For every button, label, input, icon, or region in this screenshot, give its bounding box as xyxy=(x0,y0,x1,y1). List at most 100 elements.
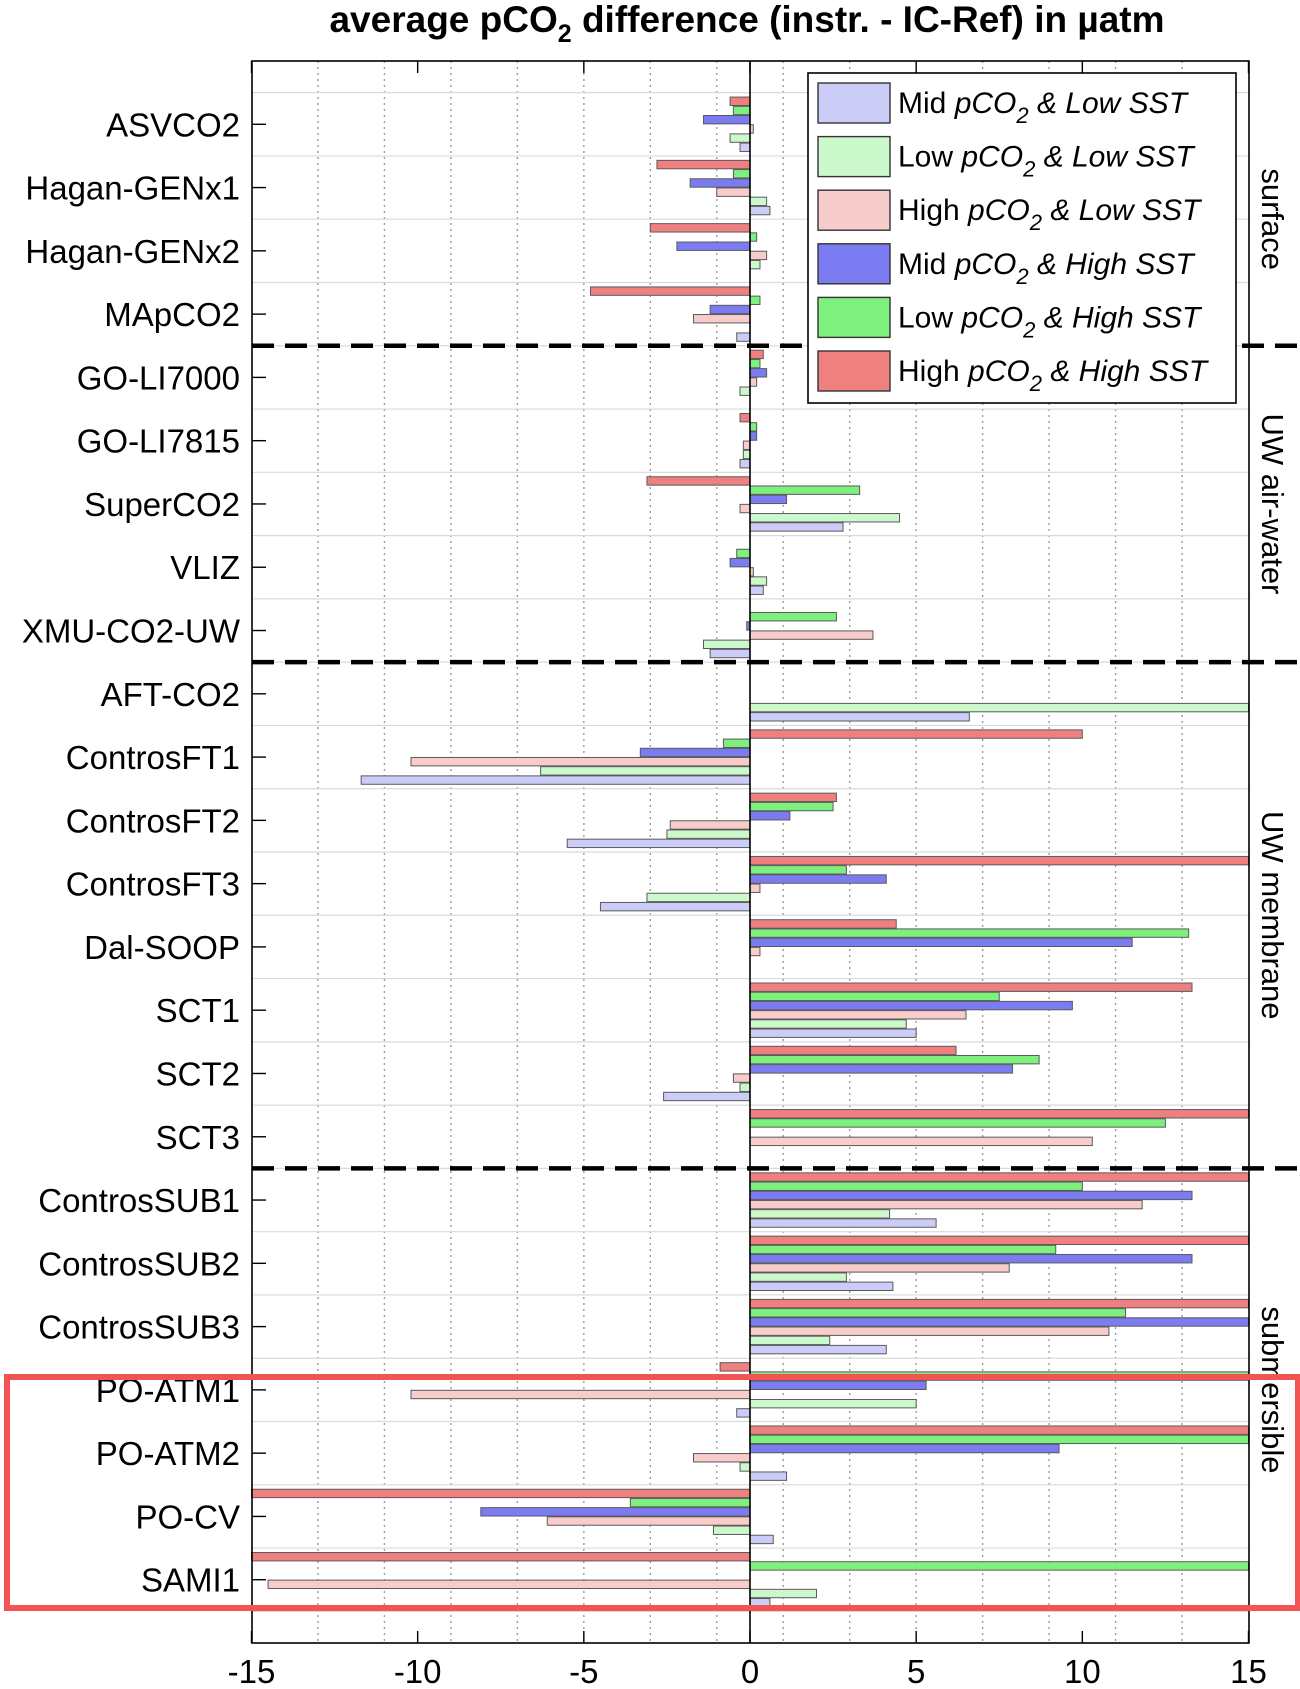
bar xyxy=(739,142,751,152)
legend-entry: Mid pCO2 & Low SST xyxy=(898,87,1190,128)
category-label: GO-LI7815 xyxy=(77,423,240,460)
category-label: VLIZ xyxy=(170,549,240,586)
bar xyxy=(669,820,751,830)
bar xyxy=(739,1082,751,1092)
bar xyxy=(732,105,751,116)
x-tick-label: -15 xyxy=(228,1653,276,1689)
bar xyxy=(732,1073,751,1083)
bar xyxy=(749,1209,891,1219)
bar xyxy=(722,738,751,748)
bar xyxy=(749,1244,1057,1255)
bar xyxy=(749,928,1190,938)
legend-entry: Low pCO2 & High SST xyxy=(898,301,1203,342)
legend-swatch xyxy=(817,135,891,178)
bar xyxy=(742,449,751,460)
bar xyxy=(629,1497,751,1508)
bar xyxy=(749,1443,1060,1454)
legend: Mid pCO2 & Low SST Low pCO2 & Low SST High… xyxy=(807,72,1237,404)
category-label: Hagan-GENx2 xyxy=(25,233,240,270)
bar xyxy=(736,1408,751,1418)
legend-swatch xyxy=(817,243,891,285)
category-label: GO-LI7000 xyxy=(77,359,240,396)
category-label: SuperCO2 xyxy=(84,486,240,523)
bar xyxy=(749,1218,937,1228)
bar xyxy=(566,838,751,849)
bar xyxy=(749,1118,1166,1128)
bar xyxy=(749,991,1000,1002)
x-tick-label: 5 xyxy=(907,1653,925,1689)
bar xyxy=(656,159,751,170)
category-label: MApCO2 xyxy=(104,296,240,333)
bar xyxy=(749,585,764,595)
bar xyxy=(676,241,751,251)
category-label: SCT3 xyxy=(156,1119,240,1156)
bar xyxy=(749,205,771,216)
legend-swatch xyxy=(817,350,891,392)
bar xyxy=(646,476,751,486)
bar xyxy=(749,612,837,622)
bar xyxy=(749,1136,1093,1147)
bar xyxy=(749,937,1133,948)
group-label: submersible xyxy=(1255,1306,1290,1473)
bar xyxy=(749,1272,847,1282)
bar xyxy=(749,494,788,505)
bar xyxy=(749,1028,917,1038)
category-label: ControsFT3 xyxy=(66,866,240,903)
bar xyxy=(749,1000,1073,1011)
category-label: ASVCO2 xyxy=(106,106,240,143)
bar xyxy=(749,1298,1249,1309)
bar xyxy=(749,1380,927,1390)
category-label: ControsSUB1 xyxy=(38,1182,240,1219)
bar xyxy=(702,114,751,125)
bar xyxy=(749,1398,917,1409)
legend-swatch xyxy=(817,189,891,231)
bar xyxy=(719,1362,751,1372)
bar xyxy=(749,1471,788,1481)
bar xyxy=(729,557,751,568)
bar xyxy=(749,422,758,432)
bar xyxy=(749,1181,1083,1191)
bar xyxy=(749,982,1193,992)
legend-entry: High pCO2 & High SST xyxy=(898,355,1210,396)
bar xyxy=(693,314,751,324)
bar xyxy=(749,1199,1143,1210)
bar xyxy=(599,901,751,912)
bar xyxy=(736,548,751,559)
bar xyxy=(749,1534,774,1545)
bar xyxy=(749,630,874,640)
bar xyxy=(749,196,768,207)
bar xyxy=(540,766,751,776)
category-label: Hagan-GENx1 xyxy=(25,170,240,207)
bar xyxy=(736,332,751,342)
legend-entry: High pCO2 & Low SST xyxy=(898,194,1203,235)
bar xyxy=(267,1579,751,1590)
bar xyxy=(729,96,751,106)
bar xyxy=(749,522,844,532)
category-label: ControsFT1 xyxy=(66,739,240,776)
bar xyxy=(739,458,751,469)
bar xyxy=(749,1308,1127,1318)
bar xyxy=(749,1434,1249,1445)
bar xyxy=(742,440,751,450)
legend-entry: Mid pCO2 & High SST xyxy=(898,248,1196,289)
bar xyxy=(749,431,758,441)
bar xyxy=(749,1010,967,1020)
x-tick-label: 10 xyxy=(1064,1653,1101,1689)
bar xyxy=(749,1326,1110,1336)
chart-title: average pCO2 difference (instr. - IC-Ref… xyxy=(329,0,1164,48)
bar xyxy=(749,1425,1249,1435)
bar xyxy=(546,1516,751,1526)
bar xyxy=(749,1045,957,1056)
bar xyxy=(749,1235,1249,1246)
bar xyxy=(749,1263,1010,1273)
bar xyxy=(749,855,1249,866)
bar xyxy=(410,756,751,767)
bar xyxy=(732,169,751,179)
bar xyxy=(749,1335,831,1346)
bar xyxy=(749,702,1249,713)
category-label: SCT2 xyxy=(156,1055,240,1092)
bar xyxy=(646,892,751,903)
bar xyxy=(749,1281,894,1292)
bar xyxy=(729,133,751,143)
category-label: PO-ATM2 xyxy=(96,1435,240,1472)
